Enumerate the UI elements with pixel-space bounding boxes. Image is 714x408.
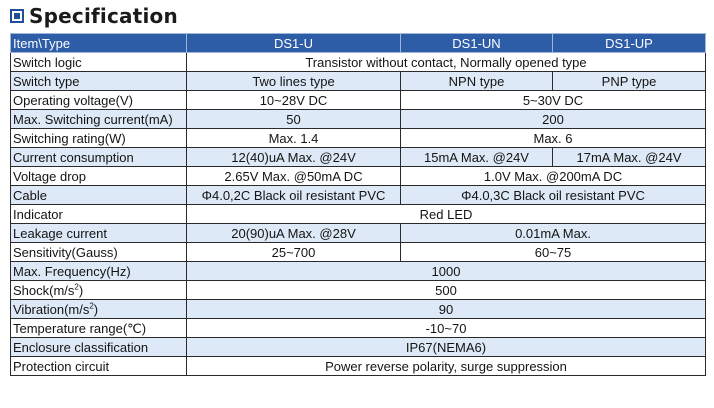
table-row: Leakage current 20(90)uA Max. @28V 0.01m… <box>10 223 706 243</box>
cell-value: Power reverse polarity, surge suppressio… <box>186 356 706 376</box>
row-label: Switching rating(W) <box>10 128 187 148</box>
row-label: Voltage drop <box>10 166 187 186</box>
row-label: Max. Switching current(mA) <box>10 109 187 129</box>
row-label: Vibration(m/s2) <box>10 299 187 319</box>
cell-value: 12(40)uA Max. @24V <box>186 147 401 167</box>
header-ds1-u: DS1-U <box>186 33 401 53</box>
table-row: Switch logic Transistor without contact,… <box>10 52 706 72</box>
row-label: Max. Frequency(Hz) <box>10 261 187 281</box>
table-row: Max. Frequency(Hz) 1000 <box>10 261 706 281</box>
cell-value: 15mA Max. @24V <box>400 147 553 167</box>
cell-value: 200 <box>400 109 706 129</box>
row-label: Leakage current <box>10 223 187 243</box>
cell-value: 2.65V Max. @50mA DC <box>186 166 401 186</box>
cell-value: Φ4.0,2C Black oil resistant PVC <box>186 185 401 205</box>
table-row: Max. Switching current(mA) 50 200 <box>10 109 706 129</box>
cell-value: NPN type <box>400 71 553 91</box>
table-row: Current consumption 12(40)uA Max. @24V 1… <box>10 147 706 167</box>
cell-value: 90 <box>186 299 706 319</box>
cell-value: 1000 <box>186 261 706 281</box>
table-row: Indicator Red LED <box>10 204 706 224</box>
page-title: Specification <box>29 4 178 28</box>
table-row: Operating voltage(V) 10~28V DC 5~30V DC <box>10 90 706 110</box>
header-item-type: Item\Type <box>10 33 187 53</box>
cell-value: 0.01mA Max. <box>400 223 706 243</box>
cell-value: Transistor without contact, Normally ope… <box>186 52 706 72</box>
cell-value: 25~700 <box>186 242 401 262</box>
table-row: Switch type Two lines type NPN type PNP … <box>10 71 706 91</box>
square-bullet-icon <box>10 9 24 23</box>
table-row: Switching rating(W) Max. 1.4 Max. 6 <box>10 128 706 148</box>
cell-value: 60~75 <box>400 242 706 262</box>
table-row: Voltage drop 2.65V Max. @50mA DC 1.0V Ma… <box>10 166 706 186</box>
cell-value: 1.0V Max. @200mA DC <box>400 166 706 186</box>
cell-value: 10~28V DC <box>186 90 401 110</box>
cell-value: Max. 6 <box>400 128 706 148</box>
specification-table: Item\Type DS1-U DS1-UN DS1-UP Switch log… <box>10 33 706 376</box>
header-ds1-up: DS1-UP <box>552 33 706 53</box>
cell-value: 50 <box>186 109 401 129</box>
table-row: Shock(m/s2) 500 <box>10 280 706 300</box>
table-row: Sensitivity(Gauss) 25~700 60~75 <box>10 242 706 262</box>
row-label: Sensitivity(Gauss) <box>10 242 187 262</box>
table-row: Temperature range(℃) -10~70 <box>10 318 706 338</box>
cell-value: 20(90)uA Max. @28V <box>186 223 401 243</box>
header-ds1-un: DS1-UN <box>400 33 553 53</box>
row-label: Cable <box>10 185 187 205</box>
row-label: Temperature range(℃) <box>10 318 187 338</box>
row-label: Protection circuit <box>10 356 187 376</box>
table-row: Protection circuit Power reverse polarit… <box>10 356 706 376</box>
cell-value: Red LED <box>186 204 706 224</box>
cell-value: 17mA Max. @24V <box>552 147 706 167</box>
table-header-row: Item\Type DS1-U DS1-UN DS1-UP <box>10 33 706 53</box>
cell-value: PNP type <box>552 71 706 91</box>
cell-value: 5~30V DC <box>400 90 706 110</box>
cell-value: IP67(NEMA6) <box>186 337 706 357</box>
cell-value: Φ4.0,3C Black oil resistant PVC <box>400 185 706 205</box>
row-label: Current consumption <box>10 147 187 167</box>
table-row: Enclosure classification IP67(NEMA6) <box>10 337 706 357</box>
cell-value: Max. 1.4 <box>186 128 401 148</box>
row-label: Operating voltage(V) <box>10 90 187 110</box>
cell-value: Two lines type <box>186 71 401 91</box>
cell-value: 500 <box>186 280 706 300</box>
table-row: Vibration(m/s2) 90 <box>10 299 706 319</box>
row-label: Indicator <box>10 204 187 224</box>
table-row: Cable Φ4.0,2C Black oil resistant PVC Φ4… <box>10 185 706 205</box>
cell-value: -10~70 <box>186 318 706 338</box>
row-label: Switch logic <box>10 52 187 72</box>
row-label: Switch type <box>10 71 187 91</box>
row-label: Enclosure classification <box>10 337 187 357</box>
section-title: Specification <box>10 3 178 29</box>
row-label: Shock(m/s2) <box>10 280 187 300</box>
